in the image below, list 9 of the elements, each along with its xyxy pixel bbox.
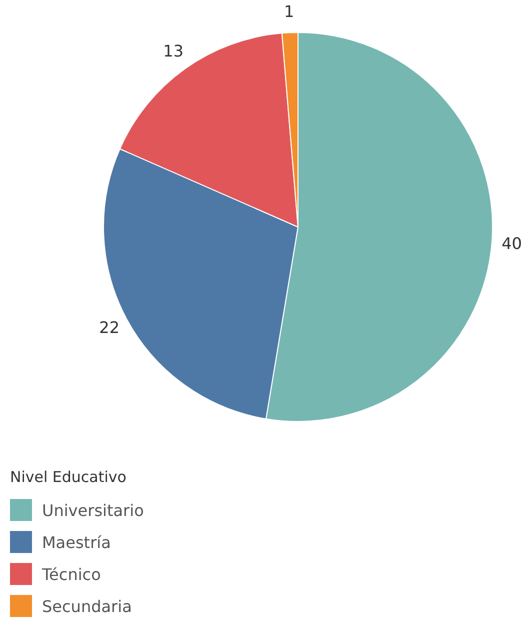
data-label: 1 [284, 2, 294, 21]
legend-label: Secundaria [42, 596, 132, 616]
data-label: 13 [163, 42, 184, 61]
data-label: 22 [99, 318, 120, 338]
legend-label: Técnico [42, 564, 101, 584]
data-label: 40 [502, 234, 521, 253]
legend-label: Universitario [42, 500, 144, 520]
legend-title: Nivel Educativo [10, 468, 128, 486]
legend-label: Maestría [42, 532, 111, 552]
